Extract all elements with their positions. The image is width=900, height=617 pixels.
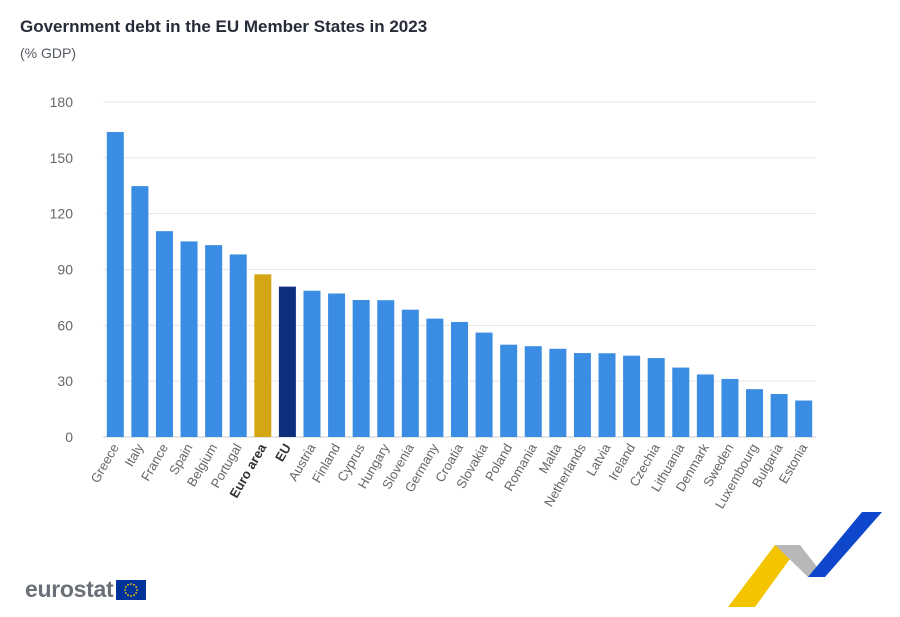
bar-romania[interactable]	[524, 346, 542, 437]
bar-latvia[interactable]	[598, 353, 616, 437]
bar-portugal[interactable]	[229, 254, 247, 437]
bar-ireland[interactable]	[623, 355, 641, 437]
flag-star	[130, 594, 133, 597]
bar-austria[interactable]	[303, 290, 321, 437]
bar-germany[interactable]	[426, 318, 444, 437]
flag-star	[133, 593, 136, 596]
bar-croatia[interactable]	[451, 321, 468, 437]
swoosh-blue	[808, 512, 882, 577]
bar-malta[interactable]	[549, 348, 567, 437]
bar-finland[interactable]	[328, 293, 346, 437]
y-tick-label: 0	[65, 429, 73, 445]
bar-netherlands[interactable]	[573, 353, 591, 437]
flag-star	[127, 593, 130, 596]
bar-cyprus[interactable]	[352, 300, 370, 437]
flag-star	[133, 583, 136, 586]
bar-czechia[interactable]	[647, 358, 665, 437]
eurostat-logo: eurostat	[25, 576, 147, 603]
flag-star	[125, 591, 128, 594]
bar-bulgaria[interactable]	[770, 394, 788, 437]
bar-slovakia[interactable]	[475, 332, 493, 437]
bar-spain[interactable]	[180, 241, 198, 437]
flag-star	[135, 585, 138, 588]
swoosh-yellow	[728, 545, 800, 607]
y-tick-label: 180	[50, 94, 74, 110]
y-tick-label: 90	[57, 262, 73, 278]
bar-italy[interactable]	[131, 186, 149, 437]
bar-euro-area[interactable]	[254, 274, 272, 437]
bar-slovenia[interactable]	[401, 309, 419, 437]
y-tick-label: 150	[50, 150, 74, 166]
flag-star	[130, 582, 133, 585]
y-tick-label: 120	[50, 206, 74, 222]
bar-poland[interactable]	[500, 344, 518, 437]
bar-greece[interactable]	[106, 131, 124, 438]
chart-title: Government debt in the EU Member States …	[20, 17, 428, 36]
bar-eu[interactable]	[278, 286, 296, 437]
bar-denmark[interactable]	[696, 374, 714, 437]
bar-luxembourg[interactable]	[746, 389, 764, 437]
bar-estonia[interactable]	[795, 400, 813, 437]
bar-sweden[interactable]	[721, 378, 739, 437]
bar-hungary[interactable]	[377, 300, 395, 437]
flag-star	[125, 585, 128, 588]
logo-text: eurostat	[25, 576, 114, 602]
y-tick-label: 30	[57, 373, 73, 389]
y-tick-label: 60	[57, 317, 73, 333]
eu-flag-icon	[116, 579, 147, 600]
bar-france[interactable]	[155, 231, 173, 437]
flag-star	[135, 591, 138, 594]
flag-star	[124, 588, 127, 591]
bar-belgium[interactable]	[205, 245, 223, 437]
flag-star	[136, 588, 139, 591]
swoosh-grey	[775, 545, 825, 577]
y-axis-ticks: 0 30 60 90 120 150 180	[50, 94, 74, 445]
flag-star	[127, 583, 130, 586]
bar-lithuania[interactable]	[672, 367, 690, 437]
bars	[106, 131, 813, 438]
chart-subtitle: (% GDP)	[20, 45, 76, 61]
